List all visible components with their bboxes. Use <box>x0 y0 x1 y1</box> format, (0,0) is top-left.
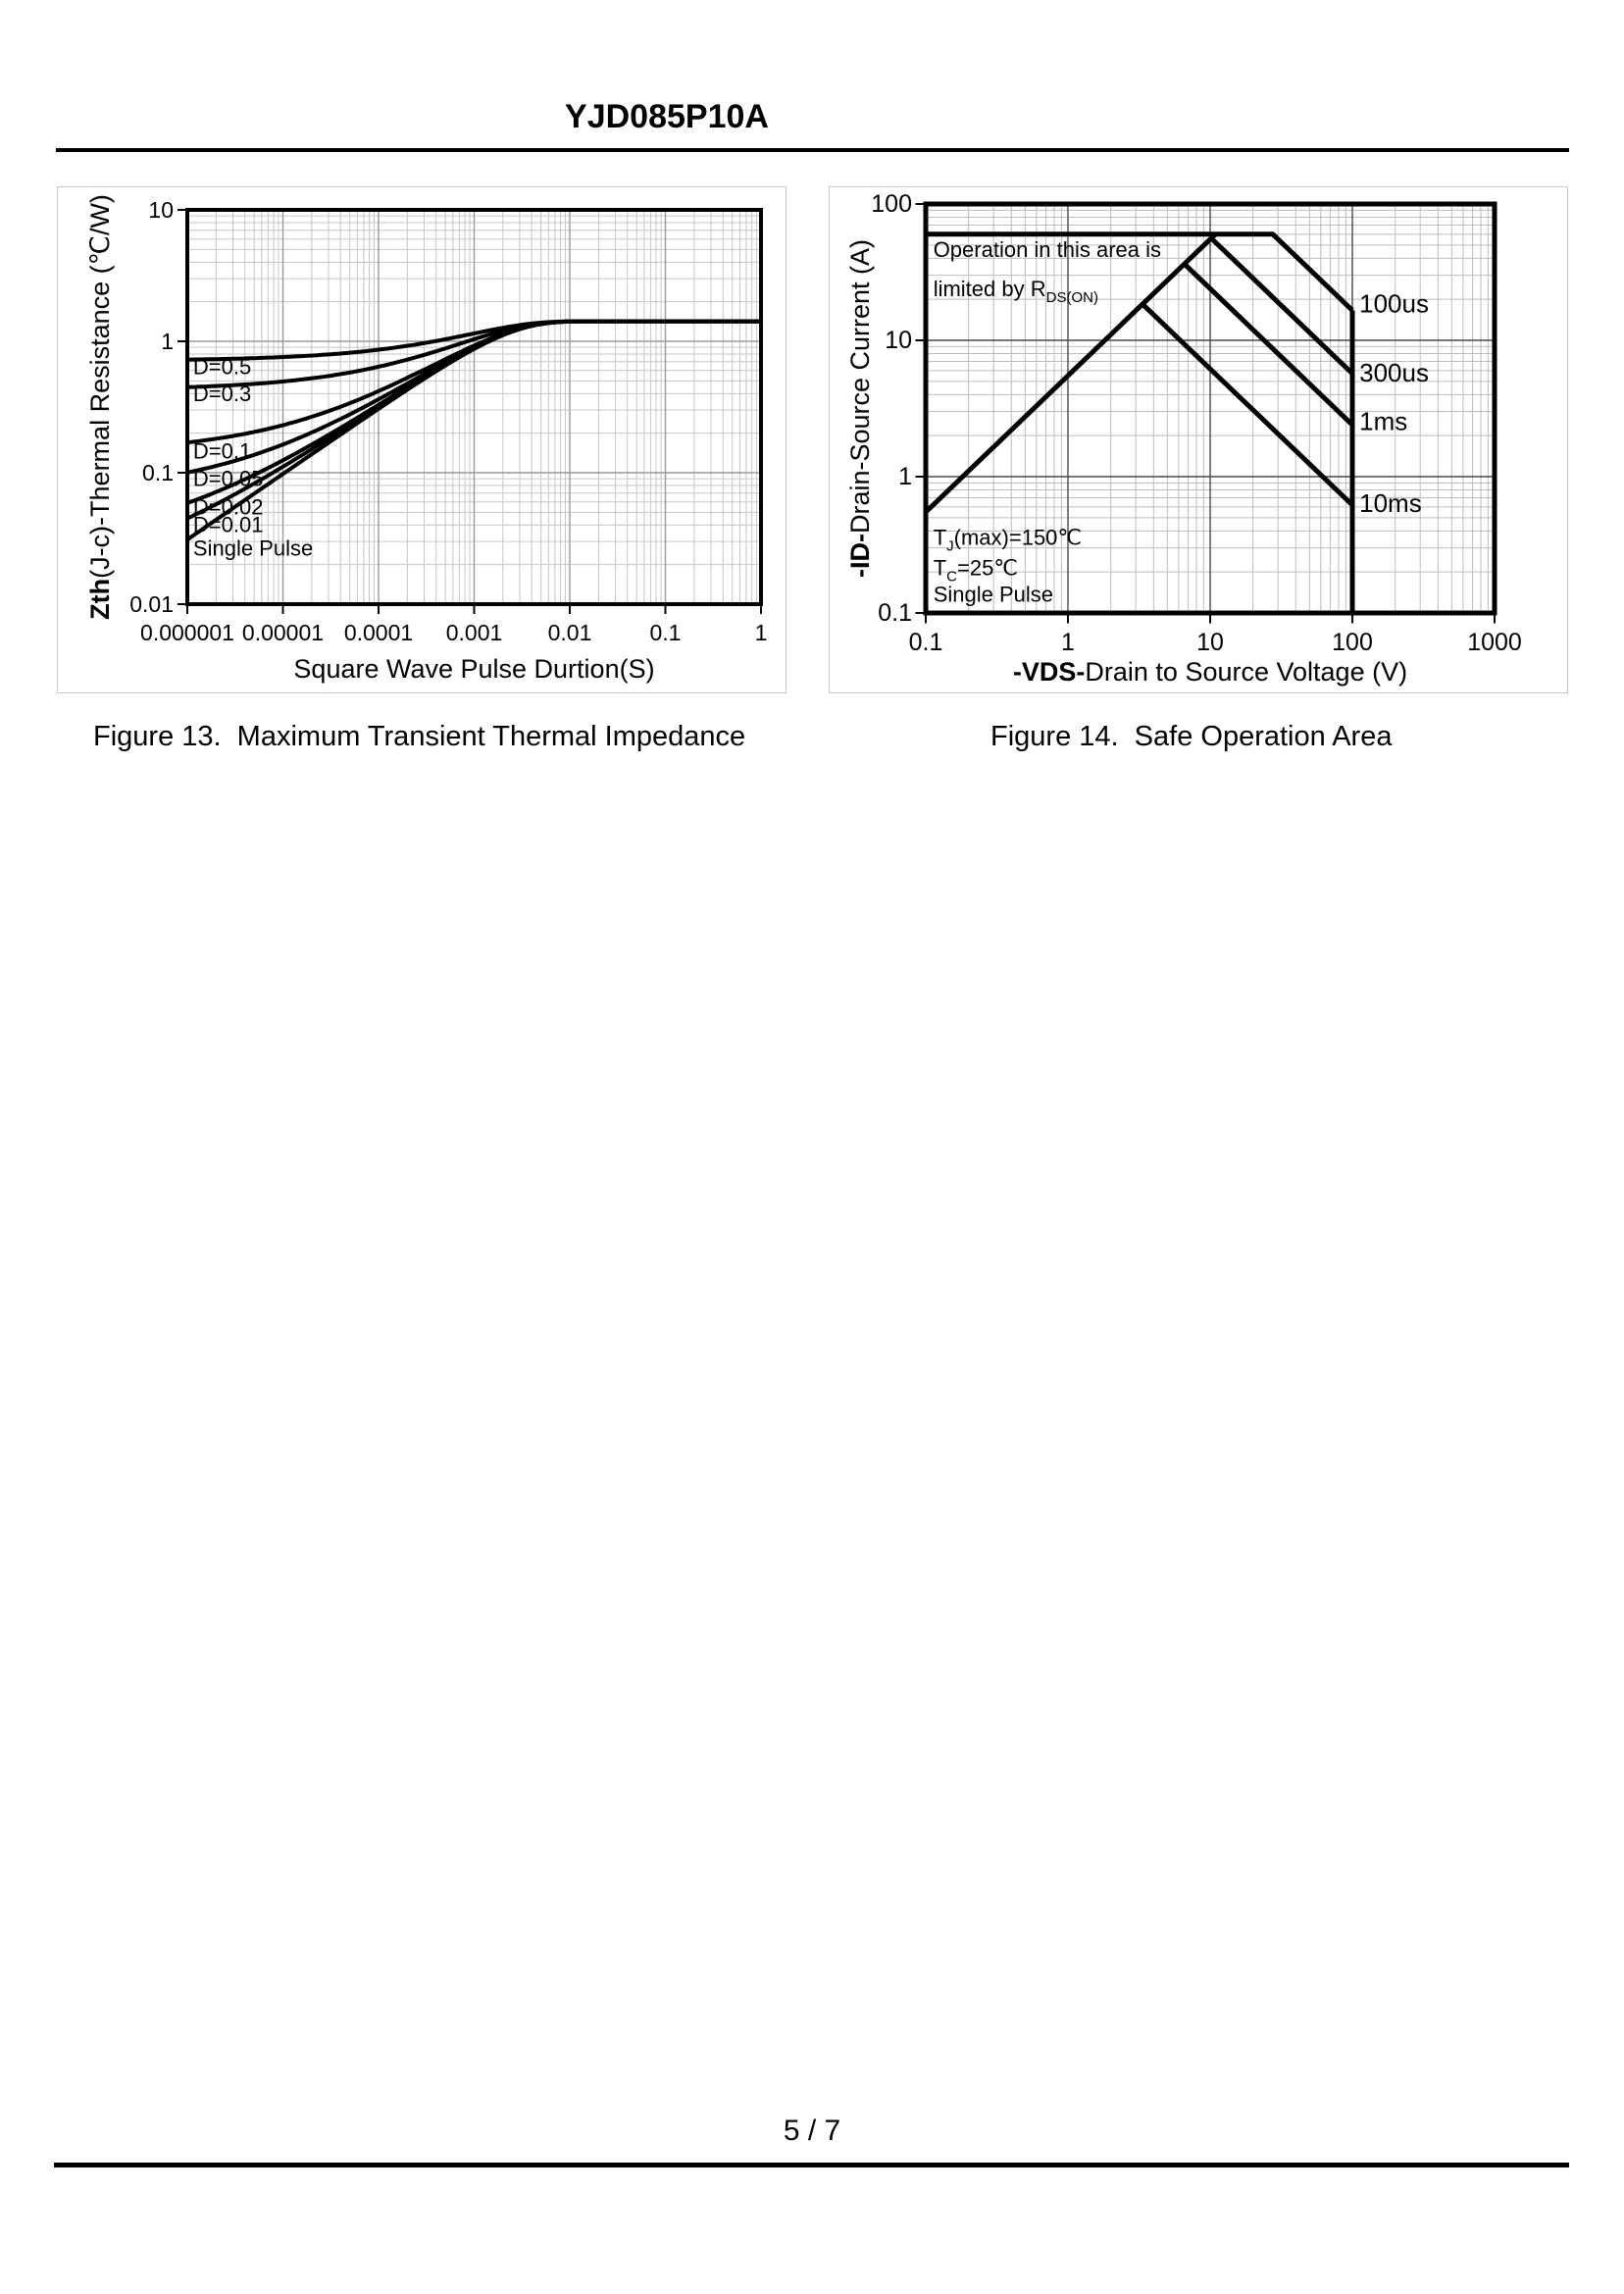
curve-label: 10ms <box>1359 488 1422 518</box>
curve-label: 300us <box>1359 358 1429 387</box>
y-axis-title: -ID-Drain-Source Current (A) <box>845 239 875 578</box>
figure-13-caption: Figure 13. Maximum Transient Thermal Imp… <box>93 721 746 752</box>
chart-annotation: Operation in this area is <box>934 237 1161 262</box>
thermal-impedance-chart: 0.000001 0.00001 0.0001 0.001 0.01 0.1 1 10 1 0.1… <box>85 194 768 684</box>
curve-label: D=0.1 <box>193 439 251 464</box>
header-divider <box>56 148 1569 152</box>
y-tick-label: 10 <box>148 197 174 223</box>
curve-label: Single Pulse <box>193 535 313 560</box>
figure-14-caption: Figure 14. Safe Operation Area <box>990 721 1393 752</box>
y-tick-label: 10 <box>885 327 912 354</box>
chart-annotation: limited by RDS(ON) <box>934 277 1098 306</box>
x-tick-label: 1 <box>1061 629 1075 656</box>
y-axis-title: Zth(J-c)-Thermal Resistance (℃/W) <box>85 194 115 620</box>
x-tick-label: 0.000001 <box>140 620 234 645</box>
x-tick-label: 0.01 <box>548 620 592 645</box>
soa-panel: 0.1 1 10 100 1000 100 10 1 0.1 -VDS-Drain to Sour… <box>829 186 1568 693</box>
pulse_300us <box>1209 236 1354 376</box>
x-tick-label: 0.1 <box>909 629 943 656</box>
x-tick-label: 100 <box>1332 629 1373 656</box>
x-axis-title: Square Wave Pulse Durtion(S) <box>293 654 654 684</box>
x-tick-label: 1000 <box>1467 629 1522 656</box>
chart-annotation: TC=25℃ <box>934 555 1018 585</box>
plot-border <box>923 201 1497 616</box>
footer-divider <box>54 2163 1569 2167</box>
y-tick-label: 100 <box>871 190 912 218</box>
y-tick-label: 1 <box>161 329 174 354</box>
thermal-impedance-panel: 0.000001 0.00001 0.0001 0.001 0.01 0.1 1 10 1 0.1… <box>57 186 787 693</box>
x-tick-label: 0.1 <box>650 620 682 645</box>
curve-label: 1ms <box>1359 406 1407 435</box>
curve-label: D=0.05 <box>193 467 264 491</box>
page-number: 5 / 7 <box>783 2115 841 2147</box>
soa-chart: 0.1 1 10 100 1000 100 10 1 0.1 -VDS-Drain to Sour… <box>845 190 1522 687</box>
x-tick-label: 1 <box>755 620 768 645</box>
page-title: YJD085P10A <box>565 98 769 135</box>
curve-label: D=0.02 <box>193 495 264 520</box>
plot-border <box>185 208 763 606</box>
rds_on_limit <box>924 231 1218 514</box>
chart-annotation: Single Pulse <box>934 583 1053 607</box>
pulse_10ms <box>1141 302 1354 507</box>
y-tick-label: 0.01 <box>129 591 174 617</box>
pulse_1ms <box>1183 262 1354 428</box>
y-tick-label: 0.1 <box>878 599 912 627</box>
y-tick-label: 1 <box>898 463 912 490</box>
chart-annotation: TJ(max)=150℃ <box>934 526 1082 555</box>
x-tick-label: 0.00001 <box>242 620 324 645</box>
x-tick-label: 0.0001 <box>344 620 413 645</box>
curve-label: D=0.01 <box>193 512 264 536</box>
x-axis-title: -VDS-Drain to Source Voltage (V) <box>1013 657 1407 687</box>
x-tick-label: 0.001 <box>446 620 503 645</box>
pulse_100us_boundary <box>926 231 1354 313</box>
curve_Single Pulse <box>185 319 761 541</box>
curve-label: D=0.3 <box>193 382 251 406</box>
x-tick-label: 10 <box>1196 629 1224 656</box>
curve-label: 100us <box>1359 289 1429 319</box>
y-tick-label: 0.1 <box>142 460 174 485</box>
curve-label: D=0.5 <box>193 355 251 380</box>
